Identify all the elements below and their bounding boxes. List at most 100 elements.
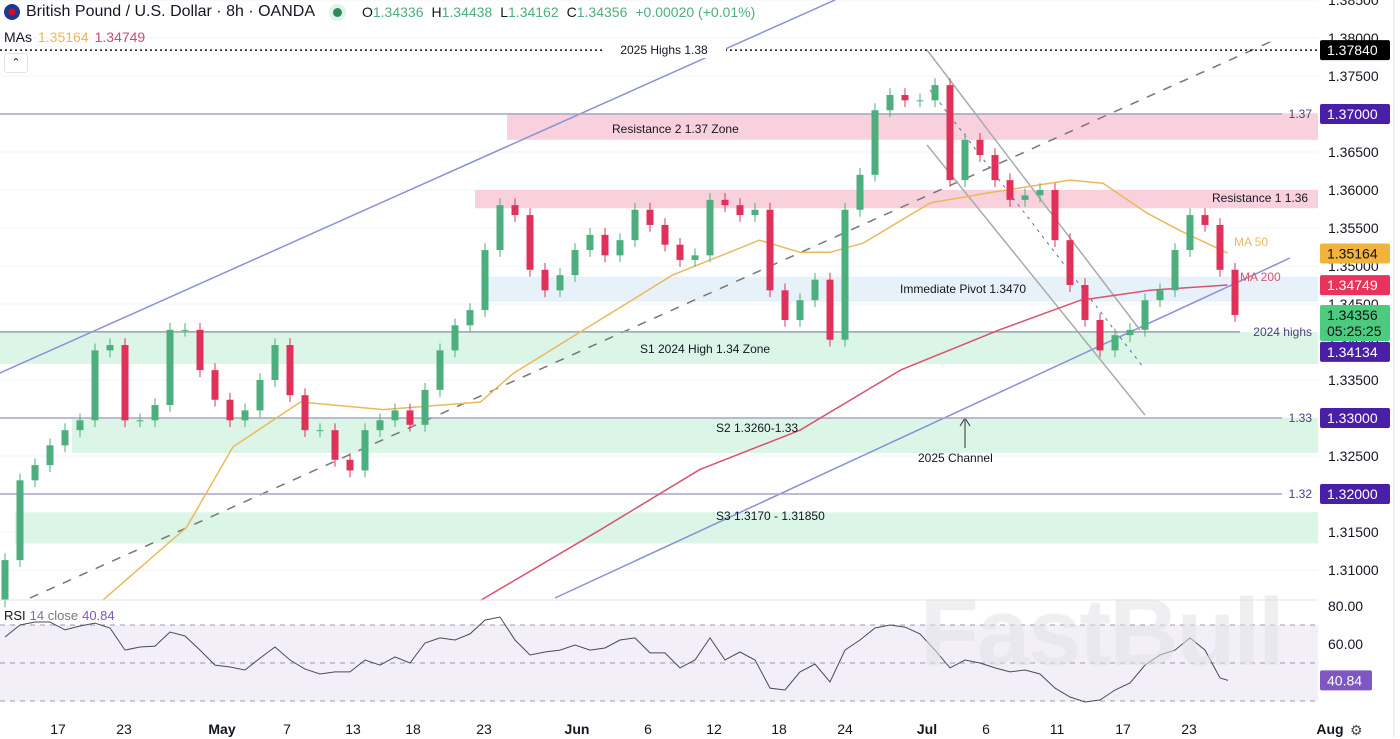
candle-down — [1201, 215, 1209, 225]
label-s3: S3 1.3170 - 1.31850 — [716, 509, 825, 523]
label-ma50: MA 50 — [1234, 235, 1268, 249]
candle-up — [1, 560, 9, 601]
candle-up — [1126, 329, 1134, 336]
label-s1: S1 2024 High 1.34 Zone — [640, 342, 770, 356]
time-tick-label: Aug — [1316, 721, 1343, 737]
candle-up — [841, 209, 849, 340]
horizontal-levels — [0, 49, 1318, 495]
close-label: C — [566, 4, 577, 20]
candle-up — [391, 410, 399, 421]
settings-gear-icon[interactable]: ⚙ — [1350, 722, 1363, 738]
label-resistance-1: Resistance 1 1.36 — [1212, 191, 1308, 205]
tag-2025-high-bg — [1320, 40, 1390, 61]
label-2025-channel: 2025 Channel — [918, 451, 993, 465]
time-axis[interactable]: 17 23 May 7 13 18 23 Jun 6 12 18 24 Jul 6 11 17 23 Aug — [50, 721, 1343, 737]
low-value: 1.34162 — [508, 4, 559, 20]
candle-down — [946, 85, 954, 181]
candle-up — [256, 380, 264, 411]
candle-up — [856, 174, 864, 210]
tag-2025-high: 1.37840 — [1327, 42, 1378, 58]
label-1-32: 1.32 — [1289, 487, 1313, 501]
label-1-33: 1.33 — [1289, 411, 1313, 425]
symbol-title[interactable]: British Pound / U.S. Dollar · 8h · OANDA — [26, 3, 315, 20]
candle-up — [586, 234, 594, 251]
time-tick-label: 6 — [644, 721, 652, 737]
candles — [1, 78, 1239, 608]
collapse-legend-button[interactable]: ⌃ — [4, 53, 28, 73]
time-tick-label: 23 — [1181, 721, 1197, 737]
tag-1-32: 1.32000 — [1327, 486, 1378, 502]
candle-up — [316, 430, 324, 432]
time-tick-label: May — [208, 721, 235, 737]
candle-down — [331, 430, 339, 460]
ma-legend[interactable]: MAs 1.35164 1.34749 — [4, 29, 145, 45]
candle-up — [436, 350, 444, 390]
time-tick-label: 7 — [283, 721, 291, 737]
rsi-tick-label: 80.00 — [1328, 598, 1363, 614]
candle-up — [496, 205, 504, 251]
candle-up — [76, 420, 84, 431]
price-tick-label: 1.36500 — [1328, 144, 1379, 160]
label-resistance-2: Resistance 2 1.37 Zone — [612, 122, 739, 136]
zone-2 — [485, 276, 1318, 302]
candle-up — [31, 465, 39, 481]
candle-down — [1081, 285, 1089, 320]
price-axis[interactable]: 1.385001.380001.375001.370001.365001.360… — [1320, 0, 1390, 691]
candle-up — [166, 329, 174, 406]
candle-up — [1036, 190, 1044, 196]
rsi-label: RSI — [4, 608, 26, 623]
symbol-header: British Pound / U.S. Dollar · 8h · OANDA… — [4, 3, 763, 21]
candle-down — [766, 209, 774, 291]
candle-up — [466, 310, 474, 326]
ma50-line — [102, 179, 1228, 601]
price-tick-label: 1.31500 — [1328, 524, 1379, 540]
ohlc-values: O1.34336 H1.34438 L1.34162 C1.34356 +0.00020… — [362, 4, 763, 20]
time-tick-label: 24 — [837, 721, 853, 737]
candle-up — [886, 95, 894, 111]
tag-rsi: 40.84 — [1327, 672, 1362, 688]
rsi-band — [0, 625, 1318, 701]
gbp-usd-flag-icon — [4, 4, 20, 20]
candle-up — [61, 430, 69, 446]
down-channel-upper — [926, 49, 1141, 331]
tag-1-32-bg — [1320, 484, 1390, 504]
candle-down — [736, 205, 744, 216]
time-tick-label: 23 — [476, 721, 492, 737]
tag-2024-high: 1.34134 — [1327, 344, 1378, 360]
candle-up — [796, 300, 804, 320]
close-value: 1.34356 — [576, 4, 628, 20]
candle-down — [976, 139, 984, 156]
ma200-line — [480, 284, 1228, 602]
candle-down — [286, 345, 294, 396]
candle-up — [616, 240, 624, 256]
time-tick-label: 6 — [982, 721, 990, 737]
low-label: L — [500, 4, 509, 20]
ma200-value: 1.34749 — [94, 29, 146, 45]
candle-up — [421, 389, 429, 425]
candle-up — [1021, 195, 1029, 200]
price-tick-label: 1.33500 — [1328, 372, 1379, 388]
time-tick-label: Jun — [565, 721, 590, 737]
candle-down — [661, 224, 669, 245]
time-tick-label: 18 — [405, 721, 421, 737]
rsi-legend[interactable]: RSI 14 close 40.84 — [4, 608, 115, 623]
rsi-value: 40.84 — [82, 608, 115, 623]
watermark-logo: FastBull — [920, 579, 1285, 686]
candle-up — [136, 420, 144, 422]
rsi-line — [4, 616, 1229, 703]
open-value: 1.34336 — [372, 4, 424, 20]
zone-1 — [475, 190, 1318, 209]
candle-up — [706, 199, 714, 256]
ma-legend-label: MAs — [4, 29, 32, 45]
high-label: H — [431, 4, 442, 20]
rsi-panel — [0, 624, 1318, 702]
tag-ma50: 1.35164 — [1327, 246, 1378, 262]
candle-up — [1171, 250, 1179, 291]
candle-up — [361, 430, 369, 471]
candle-up — [1156, 290, 1164, 301]
label-2024-highs: 2024 highs — [1253, 325, 1312, 339]
candle-up — [16, 480, 24, 561]
time-tick-label: 12 — [706, 721, 722, 737]
open-label: O — [361, 4, 373, 20]
